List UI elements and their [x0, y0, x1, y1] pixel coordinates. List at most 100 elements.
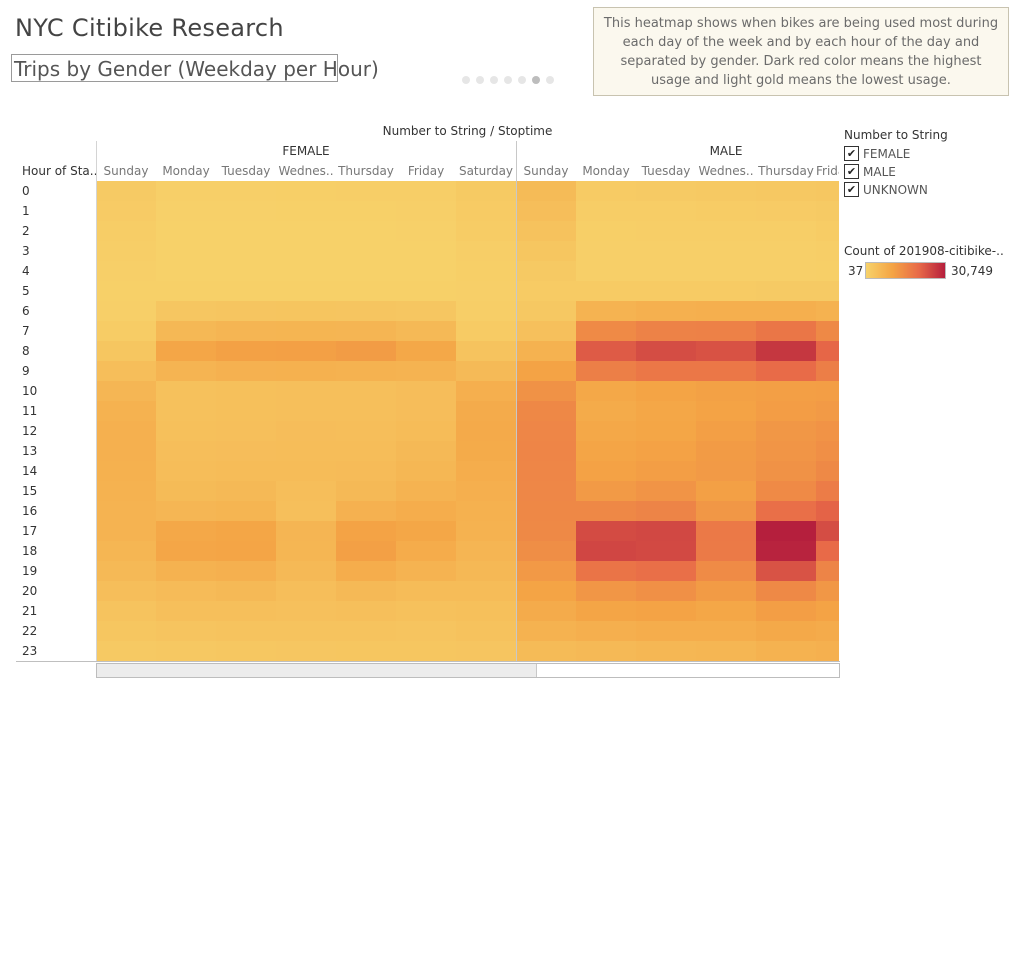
- heatmap-cell[interactable]: [216, 601, 276, 621]
- heatmap-cell[interactable]: [756, 221, 816, 241]
- heatmap-cell[interactable]: [276, 541, 336, 561]
- heatmap-cell[interactable]: [336, 441, 396, 461]
- heatmap-cell[interactable]: [96, 201, 156, 221]
- heatmap-cell[interactable]: [516, 221, 576, 241]
- horizontal-scrollbar[interactable]: [96, 663, 840, 678]
- heatmap-cell[interactable]: [756, 281, 816, 301]
- heatmap-cell[interactable]: [216, 281, 276, 301]
- heatmap-cell[interactable]: [456, 381, 516, 401]
- heatmap-cell[interactable]: [456, 201, 516, 221]
- heatmap-cell[interactable]: [636, 541, 696, 561]
- heatmap-cell[interactable]: [816, 581, 839, 601]
- heatmap-cell[interactable]: [756, 261, 816, 281]
- heatmap-cell[interactable]: [336, 261, 396, 281]
- heatmap-cell[interactable]: [396, 341, 456, 361]
- heatmap-cell[interactable]: [696, 401, 756, 421]
- heatmap-cell[interactable]: [576, 561, 636, 581]
- heatmap-cell[interactable]: [336, 501, 396, 521]
- heatmap-cell[interactable]: [636, 581, 696, 601]
- heatmap-cell[interactable]: [636, 341, 696, 361]
- heatmap-cell[interactable]: [96, 521, 156, 541]
- heatmap-cell[interactable]: [696, 501, 756, 521]
- heatmap-cell[interactable]: [576, 181, 636, 201]
- heatmap-cell[interactable]: [456, 281, 516, 301]
- heatmap-cell[interactable]: [96, 421, 156, 441]
- heatmap-cell[interactable]: [576, 601, 636, 621]
- heatmap-cell[interactable]: [696, 521, 756, 541]
- heatmap-cell[interactable]: [756, 381, 816, 401]
- heatmap-cell[interactable]: [96, 181, 156, 201]
- heatmap-cell[interactable]: [456, 361, 516, 381]
- heatmap-cell[interactable]: [756, 241, 816, 261]
- heatmap-cell[interactable]: [636, 301, 696, 321]
- heatmap-cell[interactable]: [396, 421, 456, 441]
- story-point-dot[interactable]: [462, 76, 470, 84]
- heatmap-cell[interactable]: [396, 621, 456, 641]
- heatmap-cell[interactable]: [156, 521, 216, 541]
- heatmap-cell[interactable]: [516, 381, 576, 401]
- heatmap-cell[interactable]: [756, 181, 816, 201]
- heatmap-cell[interactable]: [156, 261, 216, 281]
- heatmap-cell[interactable]: [456, 461, 516, 481]
- heatmap-cell[interactable]: [816, 221, 839, 241]
- heatmap-cell[interactable]: [696, 301, 756, 321]
- heatmap-cell[interactable]: [276, 501, 336, 521]
- heatmap-cell[interactable]: [396, 481, 456, 501]
- heatmap-cell[interactable]: [456, 221, 516, 241]
- heatmap-cell[interactable]: [336, 381, 396, 401]
- heatmap-cell[interactable]: [636, 361, 696, 381]
- heatmap-cell[interactable]: [396, 401, 456, 421]
- heatmap-cell[interactable]: [396, 581, 456, 601]
- heatmap-cell[interactable]: [396, 501, 456, 521]
- heatmap-cell[interactable]: [696, 421, 756, 441]
- heatmap-cell[interactable]: [696, 581, 756, 601]
- checkbox-icon[interactable]: ✔: [844, 146, 859, 161]
- story-point-dot[interactable]: [546, 76, 554, 84]
- heatmap-cell[interactable]: [96, 461, 156, 481]
- heatmap-cell[interactable]: [96, 621, 156, 641]
- heatmap-cell[interactable]: [156, 381, 216, 401]
- heatmap-cell[interactable]: [636, 621, 696, 641]
- heatmap-cell[interactable]: [216, 401, 276, 421]
- heatmap-cell[interactable]: [216, 381, 276, 401]
- heatmap-cell[interactable]: [156, 541, 216, 561]
- heatmap-cell[interactable]: [276, 421, 336, 441]
- heatmap-cell[interactable]: [396, 441, 456, 461]
- heatmap-cell[interactable]: [96, 341, 156, 361]
- heatmap-cell[interactable]: [336, 561, 396, 581]
- heatmap-cell[interactable]: [636, 221, 696, 241]
- heatmap-cell[interactable]: [396, 221, 456, 241]
- heatmap-cell[interactable]: [276, 241, 336, 261]
- heatmap-cell[interactable]: [276, 381, 336, 401]
- heatmap-cell[interactable]: [816, 201, 839, 221]
- heatmap-cell[interactable]: [756, 561, 816, 581]
- heatmap-cell[interactable]: [336, 581, 396, 601]
- heatmap-cell[interactable]: [516, 421, 576, 441]
- heatmap-cell[interactable]: [456, 581, 516, 601]
- heatmap-cell[interactable]: [456, 181, 516, 201]
- heatmap-cell[interactable]: [636, 281, 696, 301]
- heatmap-cell[interactable]: [576, 321, 636, 341]
- heatmap-cell[interactable]: [396, 381, 456, 401]
- heatmap-cell[interactable]: [156, 501, 216, 521]
- heatmap-cell[interactable]: [816, 421, 839, 441]
- heatmap-cell[interactable]: [816, 261, 839, 281]
- heatmap-cell[interactable]: [396, 181, 456, 201]
- scrollbar-thumb[interactable]: [97, 664, 537, 677]
- legend-item-female[interactable]: ✔ FEMALE: [844, 146, 910, 161]
- heatmap-cell[interactable]: [276, 581, 336, 601]
- heatmap-cell[interactable]: [156, 581, 216, 601]
- heatmap-cell[interactable]: [276, 621, 336, 641]
- heatmap-cell[interactable]: [96, 361, 156, 381]
- heatmap-cell[interactable]: [696, 481, 756, 501]
- heatmap-cell[interactable]: [336, 361, 396, 381]
- legend-item-unknown[interactable]: ✔ UNKNOWN: [844, 182, 928, 197]
- heatmap-cell[interactable]: [336, 521, 396, 541]
- heatmap-cell[interactable]: [396, 361, 456, 381]
- heatmap-cell[interactable]: [636, 501, 696, 521]
- heatmap-cell[interactable]: [156, 241, 216, 261]
- heatmap-cell[interactable]: [396, 601, 456, 621]
- heatmap-cell[interactable]: [576, 481, 636, 501]
- heatmap-cell[interactable]: [516, 301, 576, 321]
- heatmap-cell[interactable]: [96, 601, 156, 621]
